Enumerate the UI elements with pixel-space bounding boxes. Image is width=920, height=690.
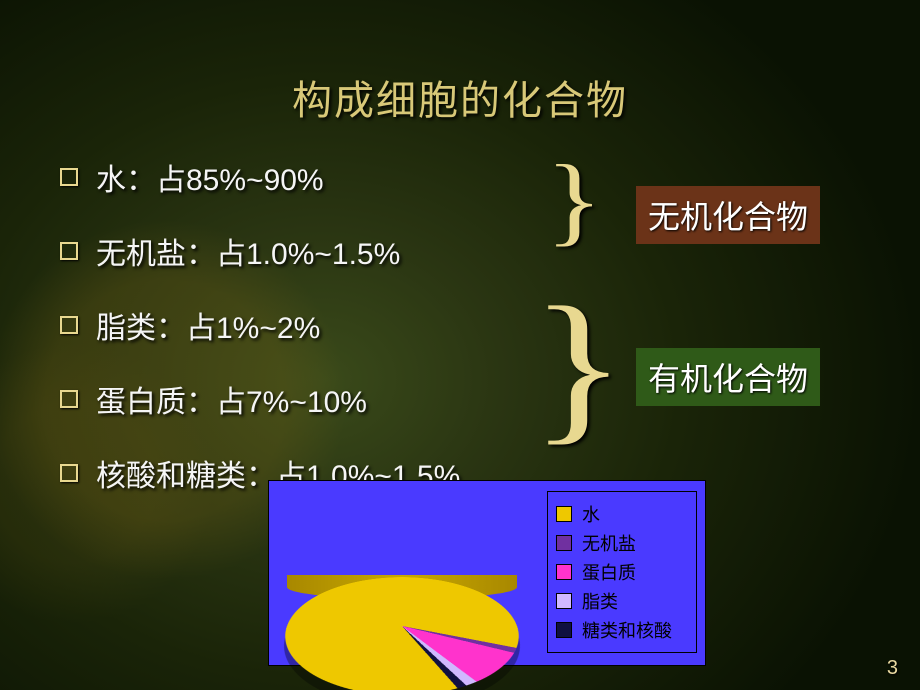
item-text: 脂类：占1%~2%: [96, 303, 320, 347]
bullet-icon: [60, 168, 78, 186]
swatch-icon: [556, 593, 572, 609]
badge-inorganic: 无机化合物: [636, 186, 820, 244]
legend-label: 无机盐: [582, 530, 636, 556]
swatch-icon: [556, 622, 572, 638]
legend-label: 糖类和核酸: [582, 617, 672, 643]
pie-top: [263, 577, 541, 690]
bullet-icon: [60, 242, 78, 260]
chart-legend: 水 无机盐 蛋白质 脂类 糖类和核酸: [547, 491, 697, 653]
brace-icon: }: [530, 282, 627, 450]
bullet-icon: [60, 316, 78, 334]
item-text: 水：占85%~90%: [96, 155, 324, 199]
bullet-icon: [60, 390, 78, 408]
page-number: 3: [887, 657, 898, 680]
legend-item: 水: [556, 501, 688, 527]
list-item: 水：占85%~90%: [60, 155, 460, 199]
badge-organic: 有机化合物: [636, 348, 820, 406]
legend-label: 蛋白质: [582, 559, 636, 585]
legend-item: 蛋白质: [556, 559, 688, 585]
list-item: 蛋白质：占7%~10%: [60, 377, 460, 421]
swatch-icon: [556, 506, 572, 522]
legend-item: 无机盐: [556, 530, 688, 556]
legend-label: 脂类: [582, 588, 618, 614]
legend-item: 脂类: [556, 588, 688, 614]
slide-title: 构成细胞的化合物: [0, 68, 920, 126]
legend-label: 水: [582, 501, 600, 527]
legend-item: 糖类和核酸: [556, 617, 688, 643]
item-text: 无机盐：占1.0%~1.5%: [96, 229, 400, 273]
pie-chart: 水 无机盐 蛋白质 脂类 糖类和核酸: [268, 480, 706, 666]
list-item: 无机盐：占1.0%~1.5%: [60, 229, 460, 273]
pie-graphic: [287, 511, 517, 641]
brace-icon: }: [545, 150, 603, 250]
compound-list: 水：占85%~90% 无机盐：占1.0%~1.5% 脂类：占1%~2% 蛋白质：…: [60, 155, 460, 525]
item-text: 蛋白质：占7%~10%: [96, 377, 367, 421]
swatch-icon: [556, 564, 572, 580]
swatch-icon: [556, 535, 572, 551]
list-item: 脂类：占1%~2%: [60, 303, 460, 347]
bullet-icon: [60, 464, 78, 482]
